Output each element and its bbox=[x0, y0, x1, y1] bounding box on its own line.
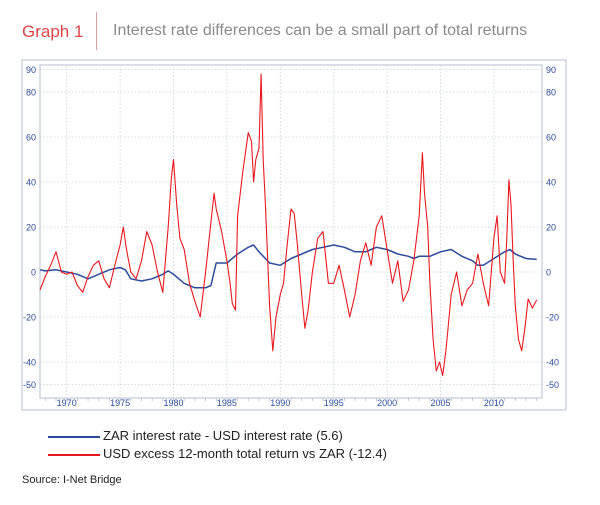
chart-title: Interest rate differences can be a small… bbox=[113, 22, 528, 39]
y-tick-label-right: 80 bbox=[546, 88, 556, 98]
legend-swatch-zar bbox=[48, 436, 100, 438]
x-tick-label: 1990 bbox=[270, 398, 290, 408]
y-tick-label-left: 20 bbox=[26, 223, 36, 233]
legend-swatch-usd bbox=[48, 454, 100, 456]
chart-header: Graph 1 Interest rate differences can be… bbox=[0, 0, 600, 55]
x-tick-label: 1975 bbox=[110, 398, 130, 408]
y-tick-label-left: -20 bbox=[23, 313, 36, 323]
plot-area bbox=[39, 64, 543, 399]
y-tick-label-right: 0 bbox=[546, 268, 551, 278]
legend-label-usd: USD excess 12-month total return vs ZAR … bbox=[103, 446, 387, 461]
y-tick-label-left: 40 bbox=[26, 178, 36, 188]
x-tick-label: 2000 bbox=[377, 398, 397, 408]
y-tick-label-right: -20 bbox=[546, 313, 559, 323]
y-tick-label-right: 60 bbox=[546, 133, 556, 143]
y-tick-label-right: -50 bbox=[546, 380, 559, 390]
legend-label-zar: ZAR interest rate - USD interest rate (5… bbox=[103, 428, 343, 443]
x-tick-label: 1985 bbox=[217, 398, 237, 408]
y-tick-label-left: -50 bbox=[23, 380, 36, 390]
y-tick-label-left: -40 bbox=[23, 358, 36, 368]
y-tick-label-left: 0 bbox=[31, 268, 36, 278]
y-tick-label-right: 90 bbox=[546, 65, 556, 75]
y-tick-label-left: 80 bbox=[26, 88, 36, 98]
x-tick-label: 1995 bbox=[324, 398, 344, 408]
y-tick-label-right: 40 bbox=[546, 178, 556, 188]
y-tick-label-left: 60 bbox=[26, 133, 36, 143]
y-tick-label-right: -40 bbox=[546, 358, 559, 368]
source-note: Source: I-Net Bridge bbox=[22, 474, 122, 486]
y-tick-label-left: 90 bbox=[26, 65, 36, 75]
x-tick-label: 1970 bbox=[57, 398, 77, 408]
x-tick-label: 2010 bbox=[484, 398, 504, 408]
graph-label: Graph 1 bbox=[22, 22, 84, 41]
x-tick-label: 1980 bbox=[163, 398, 183, 408]
chart-outer-frame bbox=[21, 59, 567, 411]
y-tick-label-right: 20 bbox=[546, 223, 556, 233]
header-divider bbox=[96, 12, 97, 50]
series-line-usd bbox=[39, 73, 538, 377]
x-tick-label: 2005 bbox=[431, 398, 451, 408]
